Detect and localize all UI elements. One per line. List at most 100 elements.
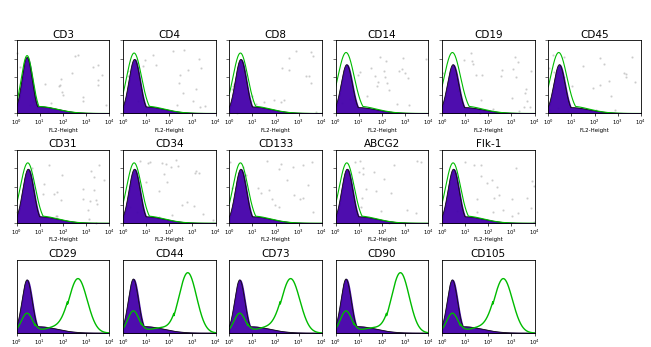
Point [486, 177, 497, 182]
Point [514, 108, 524, 113]
Point [529, 184, 540, 189]
Point [610, 107, 620, 112]
Point [398, 56, 409, 61]
Point [208, 217, 218, 223]
Point [412, 158, 422, 163]
Point [400, 70, 411, 76]
Point [226, 102, 236, 108]
Point [396, 67, 407, 72]
Point [350, 100, 361, 106]
Point [562, 98, 573, 103]
Point [372, 84, 382, 89]
X-axis label: FL2-Height: FL2-Height [260, 128, 290, 133]
Point [51, 213, 61, 219]
Point [284, 55, 294, 61]
Point [173, 163, 183, 169]
Point [512, 211, 523, 216]
Point [371, 188, 381, 193]
Point [355, 158, 365, 164]
Point [38, 181, 49, 187]
Point [85, 168, 96, 174]
Point [379, 68, 389, 74]
Point [389, 162, 399, 167]
Point [70, 53, 80, 58]
Point [467, 58, 477, 63]
Point [89, 187, 100, 193]
Point [307, 159, 317, 164]
Point [404, 102, 415, 108]
Point [559, 75, 569, 80]
Point [136, 95, 146, 100]
Point [595, 56, 605, 61]
Point [466, 50, 477, 55]
X-axis label: FL2-Height: FL2-Height [154, 237, 184, 243]
Point [476, 97, 486, 102]
Point [78, 186, 89, 192]
Point [386, 109, 396, 114]
Point [133, 65, 143, 71]
Point [525, 104, 535, 110]
Point [368, 169, 379, 175]
Point [471, 72, 481, 78]
Point [43, 108, 53, 113]
Point [357, 195, 367, 201]
Point [506, 95, 517, 100]
Title: CD8: CD8 [264, 29, 286, 40]
Point [361, 94, 372, 99]
Point [238, 164, 248, 170]
Point [251, 101, 262, 107]
Point [161, 161, 171, 167]
Point [529, 219, 539, 225]
Title: CD14: CD14 [368, 29, 396, 40]
Point [300, 74, 311, 79]
Point [122, 68, 133, 74]
Point [84, 216, 94, 222]
Point [351, 211, 361, 217]
Point [154, 188, 164, 193]
Point [275, 99, 286, 105]
Point [303, 182, 313, 188]
Point [138, 63, 148, 69]
Point [462, 214, 472, 220]
Point [161, 180, 172, 185]
Point [519, 104, 529, 109]
Point [229, 81, 240, 86]
Point [25, 103, 35, 108]
Point [182, 199, 192, 204]
Point [55, 82, 65, 87]
Title: CD34: CD34 [155, 139, 184, 149]
Point [298, 163, 308, 168]
Point [157, 160, 167, 166]
Point [227, 86, 238, 91]
Point [577, 63, 588, 68]
Point [511, 165, 521, 171]
Point [52, 189, 62, 195]
Point [507, 196, 518, 201]
Point [232, 110, 242, 116]
Point [521, 86, 531, 92]
Point [630, 79, 641, 85]
Point [337, 100, 347, 105]
Point [38, 191, 49, 196]
Point [308, 53, 318, 59]
X-axis label: FL2-Height: FL2-Height [260, 237, 290, 243]
Point [189, 203, 199, 209]
Point [507, 213, 518, 219]
Point [85, 198, 95, 204]
Point [488, 209, 499, 214]
Point [380, 58, 391, 64]
Point [232, 66, 243, 71]
Point [452, 208, 463, 213]
Point [291, 48, 301, 54]
Point [373, 79, 383, 85]
Point [275, 162, 286, 167]
Point [174, 72, 185, 78]
Point [178, 47, 189, 53]
Point [547, 52, 558, 58]
Point [191, 87, 202, 92]
Point [338, 184, 348, 189]
Point [437, 70, 448, 76]
Point [459, 58, 469, 63]
Point [394, 68, 404, 74]
Point [273, 166, 284, 171]
